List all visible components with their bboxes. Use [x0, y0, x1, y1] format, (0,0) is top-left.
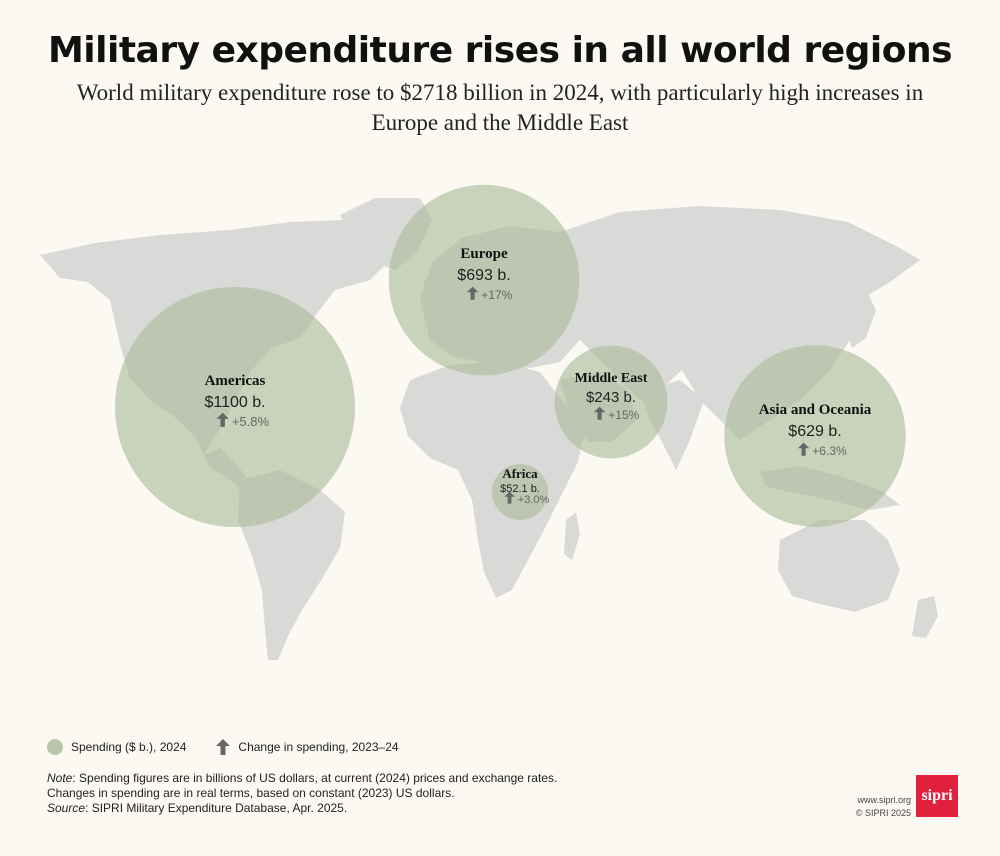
madagascar-shape	[564, 512, 580, 560]
spending-legend-label: Spending ($ b.), 2024	[71, 740, 187, 754]
note-line-1: Note: Spending figures are in billions o…	[47, 771, 558, 785]
new-zealand-shape	[912, 596, 938, 638]
spending-bubble	[724, 345, 906, 527]
spending-bubble	[554, 345, 668, 459]
spending-bubble	[115, 287, 355, 527]
region-spending-label: $693 b.	[457, 267, 510, 284]
spending-legend-swatch	[47, 739, 63, 755]
region-name-label: Asia and Oceania	[759, 402, 872, 418]
up-arrow-icon	[504, 491, 515, 504]
region-middle-east: Middle East $243 b. +15%	[554, 345, 668, 459]
region-name-label: Americas	[205, 373, 266, 389]
change-legend-label: Change in spending, 2023–24	[238, 740, 399, 754]
sipri-logo: sipri	[916, 775, 958, 817]
credit: www.sipri.org © SIPRI 2025	[835, 794, 911, 820]
region-spending-label: $52.1 b.	[500, 483, 540, 495]
region-name-label: Europe	[460, 246, 508, 262]
region-name-label: Africa	[502, 466, 538, 481]
region-spending-label: $243 b.	[586, 389, 636, 406]
region-change-label: +15%	[608, 408, 639, 422]
region-europe: Europe $693 b. +17%	[388, 184, 580, 376]
up-arrow-icon	[593, 406, 606, 420]
spending-bubble	[492, 464, 548, 520]
spending-bubble	[388, 184, 580, 376]
copyright: © SIPRI 2025	[855, 808, 911, 818]
website-url: www.sipri.org	[857, 795, 911, 805]
page-title: Military expenditure rises in all world …	[47, 30, 953, 71]
australia-shape	[778, 520, 900, 612]
up-arrow-icon	[216, 739, 231, 755]
africa-shape	[400, 362, 585, 598]
region-change-label: +17%	[481, 288, 512, 302]
region-spending-label: $629 b.	[788, 423, 841, 440]
footnotes: Note: Spending figures are in billions o…	[47, 771, 747, 816]
region-africa: Africa $52.1 b.+3.0%	[492, 464, 549, 520]
up-arrow-icon	[466, 286, 479, 300]
region-name-label: Middle East	[575, 371, 648, 386]
up-arrow-icon	[797, 442, 810, 456]
page-subtitle: World military expenditure rose to $2718…	[76, 80, 924, 135]
region-bubbles: Americas $1100 b. +5.8% Europe $693 b. +17% As…	[115, 184, 906, 527]
region-spending-label: $1100 b.	[204, 394, 265, 411]
region-change-label: +6.3%	[812, 444, 847, 458]
region-americas: Americas $1100 b. +5.8%	[115, 287, 355, 527]
legend: Spending ($ b.), 2024 Change in spending…	[47, 738, 399, 756]
japan-shape	[846, 290, 876, 348]
up-arrow-icon	[216, 412, 229, 427]
source-line: Source: SIPRI Military Expenditure Datab…	[47, 801, 348, 815]
region-change-label: +3.0%	[518, 494, 550, 506]
region-asia-and-oceania: Asia and Oceania $629 b. +6.3%	[724, 345, 906, 527]
note-line-2: Changes in spending are in real terms, b…	[47, 786, 455, 800]
region-change-label: +5.8%	[232, 414, 270, 429]
